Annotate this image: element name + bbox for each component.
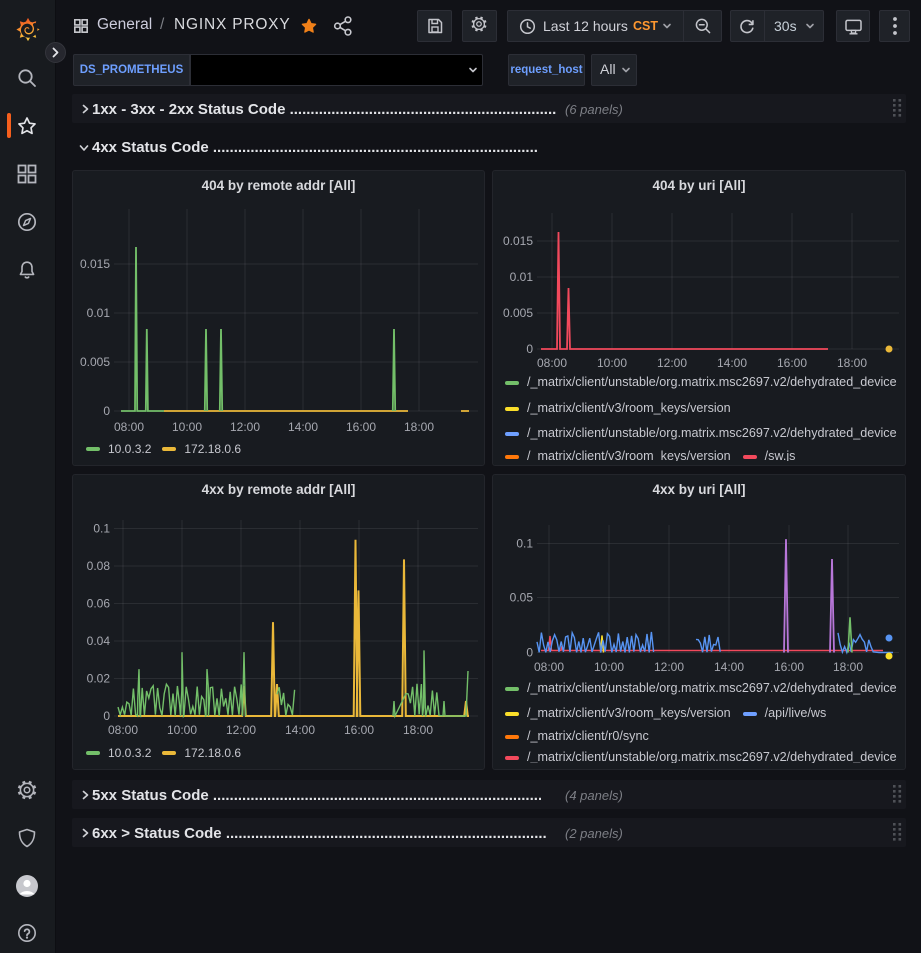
svg-text:14:00: 14:00	[285, 723, 315, 737]
svg-text:0.015: 0.015	[503, 234, 533, 248]
svg-text:0.04: 0.04	[87, 634, 111, 648]
svg-text:0.005: 0.005	[503, 306, 533, 320]
svg-text:14:00: 14:00	[714, 660, 744, 674]
svg-text:12:00: 12:00	[230, 420, 260, 434]
svg-text:18:00: 18:00	[837, 356, 867, 370]
svg-text:0.015: 0.015	[80, 257, 110, 271]
svg-text:08:00: 08:00	[534, 660, 564, 674]
svg-text:16:00: 16:00	[777, 356, 807, 370]
svg-text:0.005: 0.005	[80, 355, 110, 369]
svg-text:16:00: 16:00	[344, 723, 374, 737]
svg-text:18:00: 18:00	[404, 420, 434, 434]
svg-text:14:00: 14:00	[288, 420, 318, 434]
svg-text:10:00: 10:00	[167, 723, 197, 737]
svg-text:0.01: 0.01	[510, 270, 534, 284]
svg-text:0.1: 0.1	[516, 537, 533, 551]
svg-text:0: 0	[103, 709, 110, 723]
svg-text:16:00: 16:00	[346, 420, 376, 434]
svg-text:12:00: 12:00	[654, 660, 684, 674]
svg-text:0.01: 0.01	[87, 306, 111, 320]
svg-text:12:00: 12:00	[657, 356, 687, 370]
svg-text:10:00: 10:00	[594, 660, 624, 674]
svg-text:0: 0	[103, 404, 110, 418]
svg-text:10:00: 10:00	[172, 420, 202, 434]
svg-text:12:00: 12:00	[226, 723, 256, 737]
svg-text:0.08: 0.08	[87, 559, 111, 573]
svg-text:18:00: 18:00	[403, 723, 433, 737]
svg-text:16:00: 16:00	[774, 660, 804, 674]
svg-text:0: 0	[526, 646, 533, 660]
svg-text:0.1: 0.1	[93, 522, 110, 536]
svg-text:0: 0	[526, 342, 533, 356]
svg-text:10:00: 10:00	[597, 356, 627, 370]
svg-text:08:00: 08:00	[108, 723, 138, 737]
svg-text:0.02: 0.02	[87, 672, 111, 686]
svg-text:14:00: 14:00	[717, 356, 747, 370]
svg-text:0.05: 0.05	[510, 591, 534, 605]
svg-text:0.06: 0.06	[87, 597, 111, 611]
svg-text:08:00: 08:00	[537, 356, 567, 370]
svg-text:08:00: 08:00	[114, 420, 144, 434]
svg-text:18:00: 18:00	[833, 660, 863, 674]
